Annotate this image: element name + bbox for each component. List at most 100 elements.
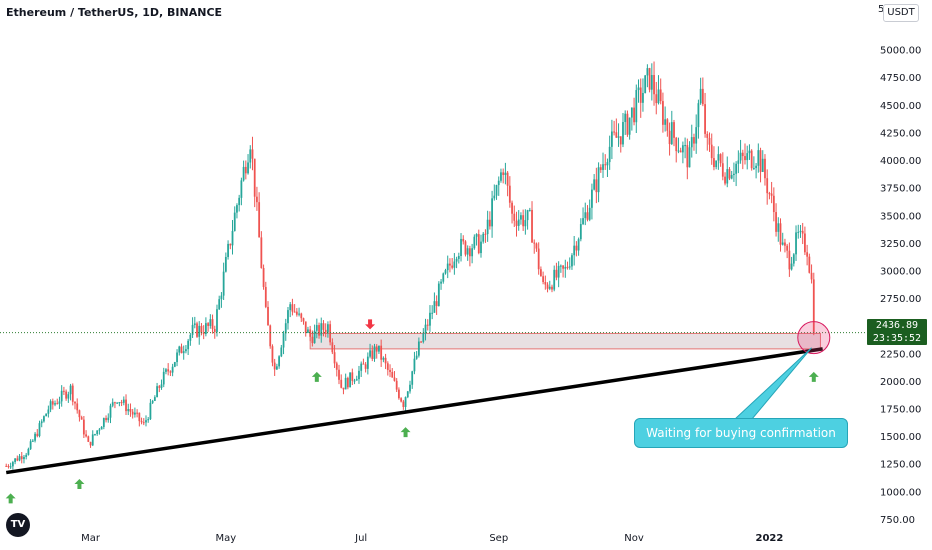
candle-body <box>755 165 757 169</box>
candle-body <box>482 233 485 242</box>
candle-body <box>493 195 496 199</box>
candle-body <box>398 389 400 399</box>
candle-body <box>45 413 48 417</box>
candle-body <box>735 163 738 174</box>
candle-body <box>462 238 465 242</box>
candle-body <box>812 279 815 333</box>
candle-body <box>564 266 567 269</box>
candle-body <box>158 386 161 388</box>
candle-body <box>659 89 662 102</box>
candle-body <box>38 423 41 437</box>
sell-arrow-icon <box>365 319 376 330</box>
candle-body <box>151 400 154 403</box>
candle-body <box>111 402 114 406</box>
candle-body <box>309 329 312 337</box>
candle-body <box>147 419 150 421</box>
candle-body <box>799 230 802 232</box>
candle-body <box>460 238 462 257</box>
candle-body <box>573 245 576 256</box>
candle-body <box>218 299 221 310</box>
candle-body <box>307 329 309 333</box>
candle-body <box>171 366 174 373</box>
candle-body <box>513 213 516 221</box>
y-tick-label: 2750.00 <box>880 294 921 305</box>
candle-body <box>282 333 285 348</box>
candle-body <box>204 323 207 335</box>
candle-body <box>684 145 687 147</box>
candle-body <box>406 391 409 398</box>
candle-body <box>515 220 518 226</box>
candle-body <box>251 149 254 159</box>
candle-body <box>160 384 163 388</box>
candle-body <box>779 223 782 245</box>
y-tick-label: 4000.00 <box>880 156 921 167</box>
candle-body <box>706 133 709 138</box>
candle-body <box>775 212 777 232</box>
candle-body <box>635 90 638 123</box>
candle-body <box>584 212 587 219</box>
candle-body <box>477 234 480 254</box>
candle-body <box>256 196 258 203</box>
candle-body <box>642 93 644 103</box>
candle-body <box>358 370 360 380</box>
candle-body <box>630 107 633 118</box>
candle-body <box>189 334 192 341</box>
candle-body <box>322 323 325 330</box>
candle-body <box>626 113 629 135</box>
candle-body <box>329 324 332 343</box>
candle-body <box>14 458 16 463</box>
candle-body <box>353 380 356 382</box>
candle-body <box>213 328 216 332</box>
candle-body <box>555 269 558 278</box>
currency-unit-button[interactable]: USDT <box>883 4 919 22</box>
candle-body <box>20 456 23 460</box>
candle-body <box>238 197 241 206</box>
candle-body <box>784 242 786 246</box>
candle-body <box>639 87 642 103</box>
candle-body <box>224 256 227 272</box>
candle-body <box>537 248 540 270</box>
candle-body <box>74 401 76 404</box>
candle-body <box>300 313 303 319</box>
candle-body <box>566 266 569 268</box>
candle-body <box>315 325 318 331</box>
candle-body <box>715 160 718 168</box>
candle-body <box>615 132 618 138</box>
candle-body <box>54 403 56 405</box>
candle-body <box>650 75 653 90</box>
candle-body <box>176 352 178 363</box>
candle-body <box>364 364 367 369</box>
candle-body <box>331 342 334 353</box>
candle-body <box>269 325 272 347</box>
candle-body <box>313 330 316 344</box>
candle-body <box>202 332 205 335</box>
candle-body <box>801 230 804 234</box>
candle-body <box>47 409 50 414</box>
candle-body <box>116 402 119 404</box>
candle-body <box>546 284 549 289</box>
y-tick-label: 3250.00 <box>880 239 921 250</box>
candle-body <box>209 319 212 326</box>
candle-body <box>25 454 28 457</box>
candle-body <box>327 324 329 333</box>
candle-body <box>393 377 396 381</box>
candle-body <box>437 283 440 307</box>
candle-body <box>579 224 582 240</box>
candle-body <box>739 152 742 161</box>
candle-body <box>577 239 580 251</box>
candle-body <box>675 137 678 152</box>
candle-body <box>770 193 773 196</box>
candle-body <box>267 306 269 326</box>
candle-body <box>51 401 54 405</box>
candle-body <box>278 356 281 367</box>
candle-body <box>444 270 447 274</box>
candle-body <box>244 166 247 174</box>
candle-body <box>484 233 487 235</box>
candle-body <box>18 456 21 461</box>
candle-body <box>637 87 640 91</box>
candle-body <box>633 107 635 123</box>
candle-body <box>730 175 733 179</box>
candle-body <box>781 242 784 245</box>
candle-body <box>808 256 811 273</box>
